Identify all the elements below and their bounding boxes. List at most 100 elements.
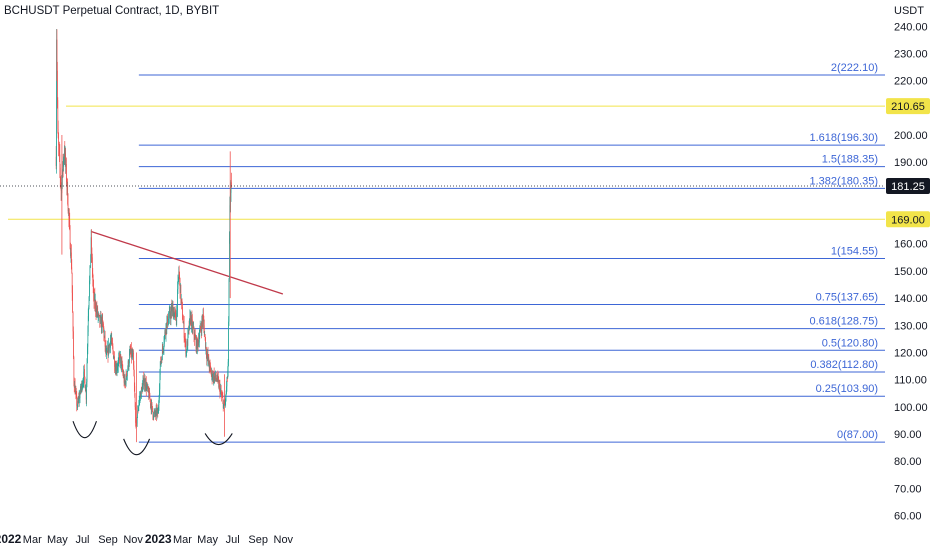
candle-body	[79, 393, 81, 399]
candle-body	[95, 301, 96, 311]
candle-body	[98, 314, 100, 316]
candle-body	[87, 316, 89, 332]
price-tick-label: 200.00	[894, 130, 928, 142]
candle-body	[156, 408, 157, 416]
candle-body	[104, 335, 106, 337]
candle-body	[177, 289, 178, 311]
time-tick-label: Sep	[248, 534, 268, 546]
arc-annotation[interactable]	[204, 433, 233, 446]
candle-body	[123, 375, 125, 383]
candle-body	[211, 371, 213, 375]
candle-body	[118, 355, 120, 359]
candle-body	[133, 365, 135, 377]
candle-body	[141, 387, 143, 392]
price-tick-label: 90.00	[894, 429, 922, 441]
candle-body	[112, 342, 113, 347]
candle-body	[138, 402, 140, 408]
candle-body	[64, 153, 66, 160]
candle-body	[137, 410, 138, 418]
candle-body	[80, 386, 82, 390]
candle-body	[56, 39, 58, 71]
candle-body	[228, 321, 229, 362]
candle-body	[119, 357, 121, 363]
candle-body	[103, 327, 105, 337]
candle-body	[154, 410, 155, 413]
candle-body	[138, 399, 140, 403]
candle-body	[132, 352, 134, 354]
candle-body	[183, 322, 185, 324]
arc-annotation[interactable]	[123, 438, 151, 456]
candle-body	[149, 398, 151, 400]
candle-body	[206, 355, 208, 360]
candle-body	[89, 280, 90, 297]
candle-body	[75, 391, 77, 393]
time-axis: 2022MarMayJulSepNov2023MarMayJulSepNov	[0, 528, 885, 550]
candle-body	[99, 316, 101, 323]
candle-body	[57, 100, 59, 129]
candle-body	[227, 361, 229, 372]
candle-body	[102, 321, 104, 325]
candle-body	[131, 353, 133, 357]
candle-body	[112, 350, 114, 359]
candle-body	[219, 383, 220, 386]
candle-body	[187, 341, 188, 346]
candle-body	[87, 346, 88, 364]
candle-body	[181, 299, 183, 303]
candle-body	[129, 350, 131, 355]
candle-body	[72, 312, 74, 332]
candle-body	[70, 252, 72, 257]
candle-body	[107, 347, 109, 356]
candle-body	[86, 363, 88, 382]
candle-body	[85, 387, 86, 392]
candle-body	[64, 151, 65, 158]
level-price-tag: 210.65	[891, 101, 925, 113]
candle-body	[184, 339, 186, 341]
candle-body	[157, 409, 158, 411]
candle-body	[126, 376, 128, 378]
candle-body	[105, 346, 106, 348]
candle-body	[164, 331, 166, 337]
time-tick-label: May	[47, 534, 68, 546]
candle-body	[199, 326, 201, 331]
candle-body	[208, 357, 210, 365]
candle-body	[62, 161, 64, 167]
candle-body	[83, 369, 85, 372]
candle-body	[118, 358, 120, 361]
candle-body	[78, 398, 80, 401]
price-tick-label: 150.00	[894, 266, 928, 278]
candle-body	[204, 334, 206, 338]
candle-body	[127, 368, 129, 372]
candle-body	[89, 265, 91, 267]
arc-annotation[interactable]	[72, 421, 97, 439]
candle-body	[149, 391, 150, 399]
resistance-trendline[interactable]	[90, 230, 284, 295]
candle-body	[98, 314, 99, 316]
candle-body	[122, 372, 124, 377]
candle-body	[92, 273, 94, 281]
candle-body	[58, 145, 60, 150]
candle-body	[140, 393, 141, 397]
candle-body	[87, 331, 89, 347]
fib-label: 0.5(120.80)	[822, 337, 878, 349]
price-tick-label: 230.00	[894, 48, 928, 60]
candle-body	[213, 373, 215, 381]
candle-body	[117, 366, 118, 369]
candle-body	[202, 320, 203, 322]
candle-body	[94, 301, 96, 306]
candle-body	[210, 368, 212, 375]
candle-body	[192, 325, 194, 328]
candle-body	[215, 373, 216, 377]
candle-body	[133, 352, 134, 366]
candle-body	[217, 377, 219, 380]
candle-body	[166, 316, 168, 321]
candle-body	[151, 403, 152, 411]
candle-body	[173, 311, 174, 317]
candle-body	[101, 318, 103, 329]
candle-body	[96, 308, 97, 314]
candle-body	[138, 407, 139, 411]
candle-body	[210, 374, 212, 375]
candle-body	[89, 265, 91, 281]
candle-body	[175, 320, 177, 326]
